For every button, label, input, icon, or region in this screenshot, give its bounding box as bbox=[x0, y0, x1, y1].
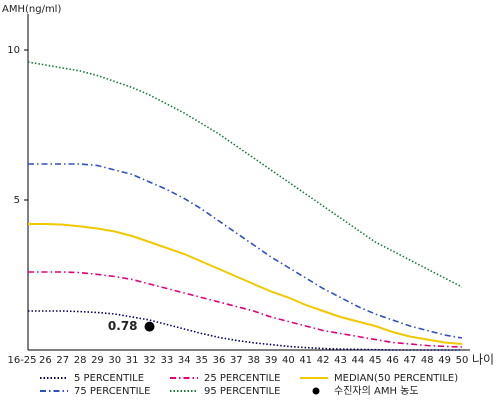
series-line bbox=[28, 271, 463, 348]
series-line bbox=[28, 310, 462, 351]
patient-point bbox=[144, 321, 155, 332]
x-tick-label: 46 bbox=[386, 355, 399, 366]
x-tick-label: 36 bbox=[213, 355, 226, 366]
y-axis-label: AMH(ng/ml) bbox=[2, 4, 61, 15]
patient-label: 0.78 bbox=[108, 319, 138, 333]
legend-label: 5 PERCENTILE bbox=[74, 373, 144, 384]
x-tick-label: 45 bbox=[369, 355, 382, 366]
x-tick-label: 37 bbox=[230, 355, 243, 366]
legend-label: 75 PERCENTILE bbox=[74, 386, 150, 397]
series-line bbox=[28, 163, 463, 339]
x-tick-label: 41 bbox=[299, 355, 312, 366]
x-tick-label: 35 bbox=[195, 355, 208, 366]
x-tick-label: 33 bbox=[161, 355, 174, 366]
x-tick-label: 31 bbox=[126, 355, 139, 366]
x-tick-label: 47 bbox=[404, 355, 417, 366]
x-tick-label: 42 bbox=[317, 355, 330, 366]
x-tick-label: 38 bbox=[247, 355, 260, 366]
x-tick-label: 49 bbox=[438, 355, 451, 366]
x-tick-label: 50 bbox=[456, 355, 469, 366]
x-tick-label: 29 bbox=[91, 355, 104, 366]
x-tick-label: 44 bbox=[351, 355, 364, 366]
legend-label: MEDIAN(50 PERCENTILE) bbox=[334, 373, 458, 384]
x-axis-label: 나이 bbox=[472, 353, 494, 367]
legend-marker bbox=[312, 387, 320, 395]
x-tick-label: 26 bbox=[39, 355, 52, 366]
x-tick-label: 27 bbox=[56, 355, 69, 366]
x-tick-label: 32 bbox=[143, 355, 156, 366]
legend-label: 수진자의 AMH 농도 bbox=[334, 385, 419, 397]
legend-label: 25 PERCENTILE bbox=[204, 373, 280, 384]
y-tick-label: 5 bbox=[14, 195, 20, 206]
x-tick-label: 40 bbox=[282, 355, 295, 366]
x-tick-label: 30 bbox=[108, 355, 121, 366]
series-line bbox=[27, 61, 463, 288]
x-tick-label: 39 bbox=[265, 355, 278, 366]
x-tick-label: 34 bbox=[178, 355, 191, 366]
x-tick-label: 48 bbox=[421, 355, 434, 366]
x-tick-label: 28 bbox=[74, 355, 87, 366]
x-tick-label: 16-25 bbox=[7, 355, 36, 366]
x-tick-label: 43 bbox=[334, 355, 347, 366]
legend-label: 95 PERCENTILE bbox=[204, 386, 280, 397]
y-tick-label: 10 bbox=[7, 45, 20, 56]
series-line bbox=[28, 223, 463, 345]
